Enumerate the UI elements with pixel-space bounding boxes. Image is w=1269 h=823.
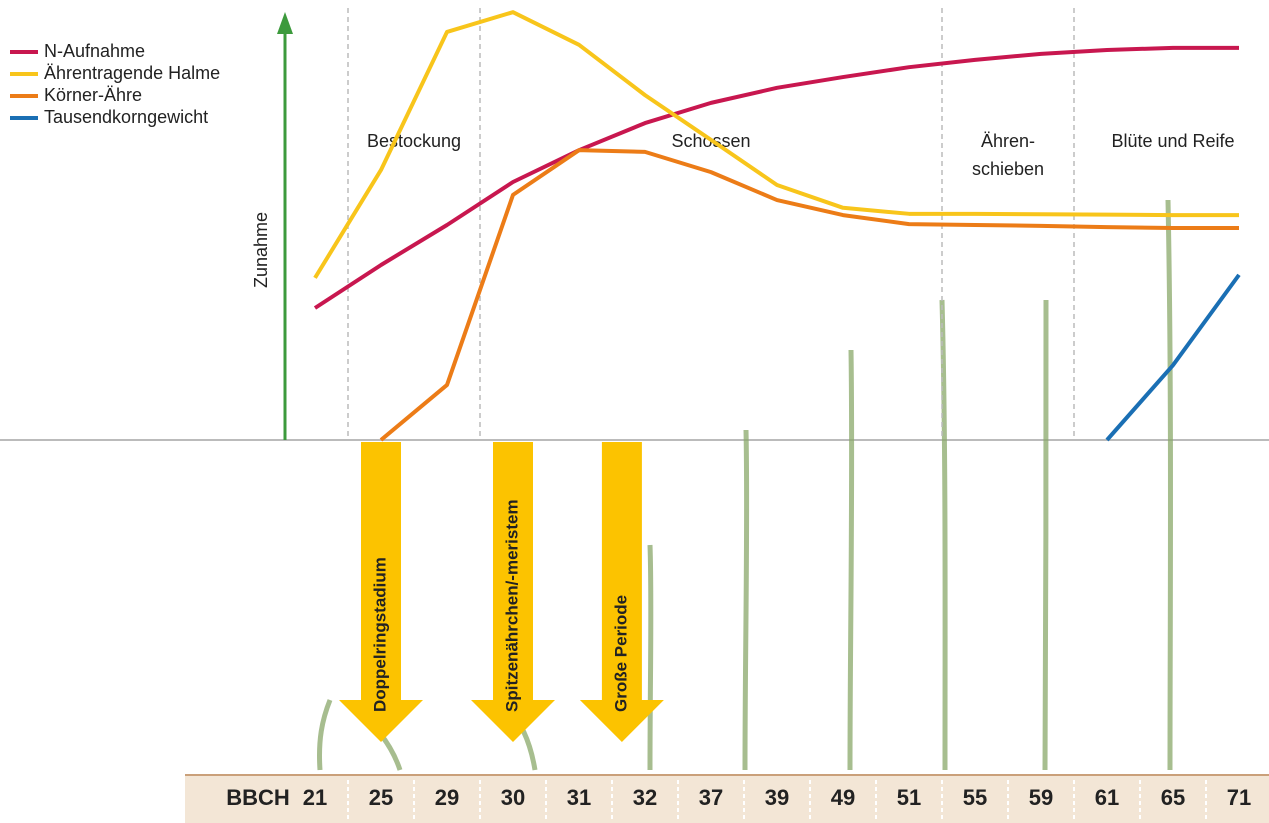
legend-label: Tausendkorngewicht [44,107,208,127]
x-tick-label: 55 [963,785,987,810]
phase-label: Ähren- [981,131,1035,151]
x-tick-label: 37 [699,785,723,810]
x-tick-label: 29 [435,785,459,810]
plant [650,545,651,770]
y-axis-arrow [277,12,293,34]
series-line [315,48,1239,308]
phase-label: schieben [972,159,1044,179]
legend-label: Körner-Ähre [44,85,142,105]
x-tick-label: 65 [1161,785,1185,810]
plant [850,350,852,770]
stage-label: Doppelringstadium [370,557,389,712]
x-label: BBCH [226,785,290,810]
plant [745,430,747,770]
plant [319,700,330,770]
x-tick-label: 30 [501,785,525,810]
phase-label: Bestockung [367,131,461,151]
stage-label: Große Periode [611,595,630,712]
plant [1045,300,1046,770]
x-tick-label: 71 [1227,785,1251,810]
plant [1168,200,1171,770]
x-tick-label: 61 [1095,785,1119,810]
x-tick-label: 59 [1029,785,1053,810]
x-tick-label: 39 [765,785,789,810]
legend-label: Ährentragende Halme [44,63,220,83]
plants [319,200,1170,770]
legend-label: N-Aufnahme [44,41,145,61]
x-tick-label: 21 [303,785,327,810]
x-tick-label: 32 [633,785,657,810]
chart: Zunahme BBCH BestockungSchossenÄhren-sch… [0,0,1269,823]
x-tick-label: 25 [369,785,393,810]
x-tick-label: 31 [567,785,591,810]
y-label: Zunahme [251,212,271,288]
x-tick-label: 51 [897,785,921,810]
series-line [381,150,1239,440]
x-tick-label: 49 [831,785,855,810]
phase-label: Blüte und Reife [1111,131,1234,151]
series-line [1107,275,1239,440]
stage-label: Spitzenährchen/-meristem [502,499,521,712]
